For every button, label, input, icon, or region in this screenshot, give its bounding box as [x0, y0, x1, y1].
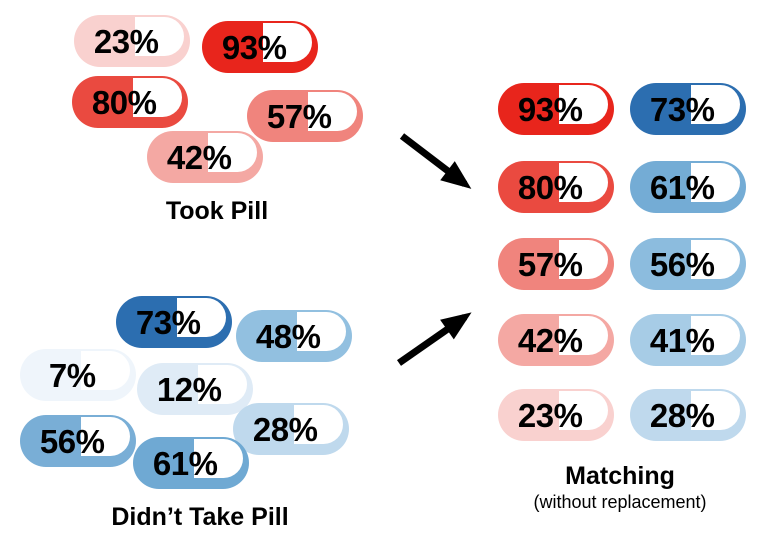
pill-value: 61%: [152, 444, 218, 482]
pill-value: 93%: [517, 90, 583, 128]
matching-sublabel: (without replacement): [533, 492, 707, 512]
pill-match-treated-23: 23%: [498, 389, 614, 441]
pill-value: 56%: [39, 422, 105, 460]
pill-white-window: [691, 316, 741, 356]
pill-value: 23%: [517, 396, 583, 434]
pill-match-control-56: 56%: [630, 238, 746, 290]
matching-label: Matching: [565, 462, 675, 490]
pill-took-93: 93%: [202, 21, 318, 73]
pill-took-23: 23%: [74, 15, 190, 67]
pill-white-window: [208, 133, 258, 173]
pill-white-window: [308, 92, 358, 132]
pill-value: 80%: [517, 168, 583, 206]
pill-value: 57%: [266, 97, 332, 135]
pill-white-window: [691, 391, 741, 431]
pill-white-window: [135, 17, 185, 57]
pill-white-window: [691, 163, 741, 203]
pill-white-window: [294, 405, 344, 445]
pill-value: 93%: [221, 28, 287, 66]
pill-value: 73%: [649, 90, 715, 128]
pill-white-window: [559, 163, 609, 203]
pill-took-57: 57%: [247, 90, 363, 142]
pill-match-treated-42: 42%: [498, 314, 614, 366]
pill-took-80: 80%: [72, 76, 188, 128]
pill-white-window: [198, 365, 248, 405]
pill-white-window: [81, 417, 131, 457]
pill-match-control-41: 41%: [630, 314, 746, 366]
didnt-take-pill-label: Didn’t Take Pill: [111, 503, 289, 531]
pill-took-42: 42%: [147, 131, 263, 183]
pill-match-treated-93: 93%: [498, 83, 614, 135]
pill-white-window: [559, 240, 609, 280]
pill-white-window: [194, 439, 244, 479]
pill-value: 48%: [255, 317, 321, 355]
pill-value: 41%: [649, 321, 715, 359]
pill-white-window: [559, 316, 609, 356]
pill-match-treated-57: 57%: [498, 238, 614, 290]
pill-white-window: [133, 78, 183, 118]
pill-value: 57%: [517, 245, 583, 283]
pill-value: 7%: [48, 356, 96, 394]
pill-value: 28%: [252, 410, 318, 448]
pill-value: 56%: [649, 245, 715, 283]
pill-white-window: [691, 85, 741, 125]
pill-white-window: [691, 240, 741, 280]
pill-value: 23%: [93, 22, 159, 60]
pill-didnt-7: 7%: [20, 349, 136, 401]
pill-match-control-73: 73%: [630, 83, 746, 135]
pill-didnt-48: 48%: [236, 310, 352, 362]
pill-match-control-28: 28%: [630, 389, 746, 441]
pill-white-window: [559, 391, 609, 431]
pill-value: 12%: [156, 370, 222, 408]
pill-value: 73%: [135, 303, 201, 341]
pill-white-window: [81, 351, 131, 391]
took-pill-label: Took Pill: [165, 197, 269, 225]
pill-white-window: [297, 312, 347, 352]
pill-didnt-12: 12%: [137, 363, 253, 415]
pill-white-window: [177, 298, 227, 338]
pill-value: 28%: [649, 396, 715, 434]
pill-didnt-56: 56%: [20, 415, 136, 467]
pill-white-window: [559, 85, 609, 125]
pill-value: 80%: [91, 83, 157, 121]
pill-white-window: [263, 23, 313, 63]
pill-value: 42%: [166, 138, 232, 176]
pill-didnt-73: 73%: [116, 296, 232, 348]
pill-value: 61%: [649, 168, 715, 206]
pill-match-treated-80: 80%: [498, 161, 614, 213]
pill-value: 42%: [517, 321, 583, 359]
pill-didnt-61: 61%: [133, 437, 249, 489]
pill-match-control-61: 61%: [630, 161, 746, 213]
pill-didnt-28: 28%: [233, 403, 349, 455]
